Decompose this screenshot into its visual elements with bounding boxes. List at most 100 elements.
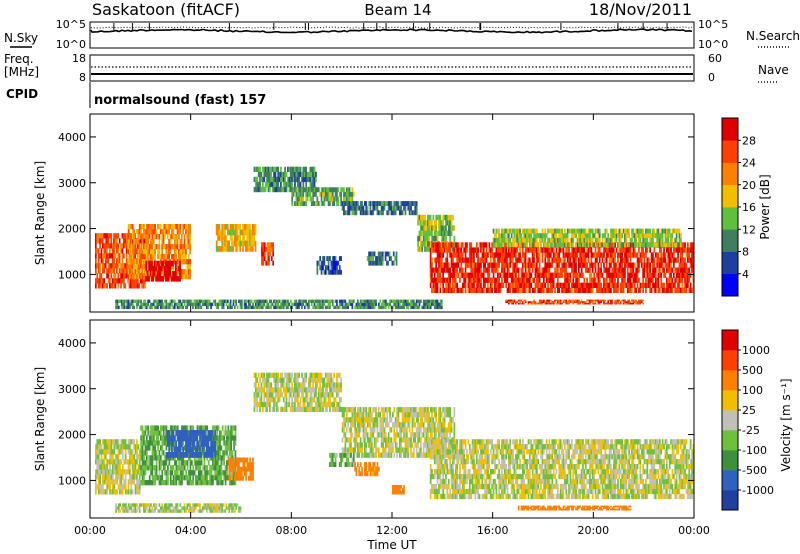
heatmap-cell	[183, 460, 186, 466]
heatmap-cell	[597, 301, 600, 303]
heatmap-cell	[501, 252, 503, 258]
heatmap-cell	[597, 302, 600, 305]
heatmap-cell	[155, 470, 158, 476]
heatmap-cell	[129, 489, 131, 495]
heatmap-cell	[559, 257, 562, 263]
heatmap-cell	[603, 267, 605, 273]
heatmap-cell	[285, 305, 288, 310]
heatmap-cell	[632, 282, 635, 288]
heatmap-cell	[502, 257, 505, 263]
heatmap-cell	[605, 287, 608, 293]
heatmap-cell	[355, 210, 358, 216]
heatmap-cell	[435, 305, 437, 310]
heatmap-cell	[428, 235, 431, 242]
heatmap-cell	[173, 299, 176, 303]
heatmap-cell	[121, 243, 124, 249]
heatmap-cell	[256, 186, 259, 193]
heatmap-cell	[400, 299, 403, 303]
heatmap-cell	[312, 171, 314, 178]
heatmap-cell	[499, 242, 502, 248]
heatmap-cell	[498, 237, 500, 243]
heatmap-cell	[155, 430, 158, 436]
heatmap-cell	[452, 277, 454, 283]
heatmap-cell	[523, 302, 526, 305]
heatmap-cell	[116, 302, 119, 307]
heatmap-cell	[439, 242, 442, 248]
heatmap-cell	[135, 273, 138, 279]
heatmap-cell	[183, 475, 186, 481]
heatmap-cell	[284, 166, 286, 172]
heatmap-cell	[372, 260, 374, 266]
heatmap-cell	[268, 256, 270, 261]
heatmap-cell	[103, 469, 106, 475]
heatmap-cell	[502, 247, 505, 253]
heatmap-cell	[501, 228, 503, 234]
heatmap-cell	[104, 449, 107, 455]
heatmap-cell	[277, 171, 280, 178]
heatmap-cell	[466, 262, 468, 268]
heatmap-cell	[128, 278, 131, 284]
heatmap-cell	[427, 241, 429, 247]
heatmap-cell	[631, 272, 633, 278]
heatmap-cell	[498, 277, 500, 283]
heatmap-cell	[323, 299, 326, 303]
heatmap-cell	[466, 242, 468, 248]
heatmap-cell	[172, 445, 175, 451]
heatmap-cell	[611, 267, 614, 273]
heatmap-cell	[659, 267, 661, 273]
heatmap-cell	[177, 276, 180, 282]
heatmap-cell	[541, 302, 544, 305]
heatmap-cell	[165, 445, 168, 451]
heatmap-cell	[559, 299, 562, 302]
heatmap-cell	[519, 233, 521, 239]
heatmap-cell	[678, 272, 681, 278]
heatmap-cell	[509, 262, 512, 268]
heatmap-cell	[565, 252, 568, 258]
heatmap-cell	[266, 302, 268, 307]
heatmap-cell	[250, 229, 253, 236]
heatmap-cell	[508, 242, 510, 248]
heatmap-cell	[464, 282, 467, 288]
heatmap-cell	[151, 455, 154, 461]
heatmap-cell	[280, 166, 282, 172]
heatmap-cell	[222, 246, 225, 252]
heatmap-cell	[540, 287, 542, 293]
heatmap-cell	[485, 247, 488, 253]
heatmap-cell	[341, 201, 344, 206]
heatmap-cell	[516, 257, 519, 263]
heatmap-cell	[583, 242, 586, 248]
heatmap-cell	[96, 454, 99, 460]
heatmap-cell	[464, 272, 467, 278]
heatmap-cell	[114, 278, 117, 284]
heatmap-cell	[520, 267, 523, 273]
heatmap-cell	[673, 242, 675, 248]
heatmap-cell	[326, 191, 328, 197]
heatmap-cell	[152, 224, 155, 230]
heatmap-cell	[531, 252, 534, 258]
heatmap-cell	[178, 269, 180, 275]
heatmap-cell	[478, 272, 481, 278]
heatmap-cell	[121, 474, 124, 480]
heatmap-cell	[598, 277, 601, 283]
heatmap-cell	[643, 262, 646, 268]
heatmap-cell	[322, 187, 324, 193]
heatmap-cell	[443, 287, 446, 293]
heatmap-cell	[166, 265, 169, 272]
heatmap-cell	[137, 489, 140, 495]
heatmap-cell	[593, 233, 595, 239]
heatmap-cell	[142, 238, 145, 244]
heatmap-cell	[565, 267, 568, 273]
heatmap-cell	[155, 460, 158, 466]
heatmap-cell	[312, 191, 314, 197]
heatmap-cell	[248, 299, 250, 303]
heatmap-cell	[628, 262, 630, 268]
heatmap-cell	[102, 268, 104, 274]
heatmap-cell	[515, 237, 517, 243]
heatmap-cell	[148, 265, 150, 272]
heatmap-cell	[155, 265, 157, 272]
heatmap-cell	[107, 268, 110, 274]
heatmap-cell	[461, 272, 464, 278]
heatmap-cell	[432, 277, 435, 283]
heatmap-cell	[517, 242, 520, 248]
heatmap-cell	[596, 237, 598, 243]
